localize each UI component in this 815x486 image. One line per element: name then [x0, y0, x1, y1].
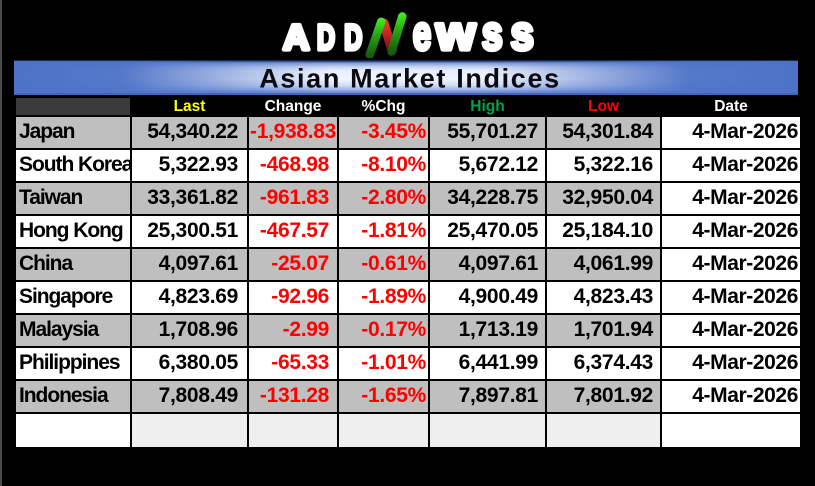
svg-text:A: A — [283, 18, 310, 57]
svg-text:s: s — [482, 7, 503, 58]
svg-text:D: D — [317, 18, 335, 57]
svg-text:e: e — [413, 7, 432, 58]
svg-text:s: s — [511, 7, 535, 58]
svg-text:D: D — [344, 18, 362, 57]
svg-text:w: w — [435, 7, 476, 58]
